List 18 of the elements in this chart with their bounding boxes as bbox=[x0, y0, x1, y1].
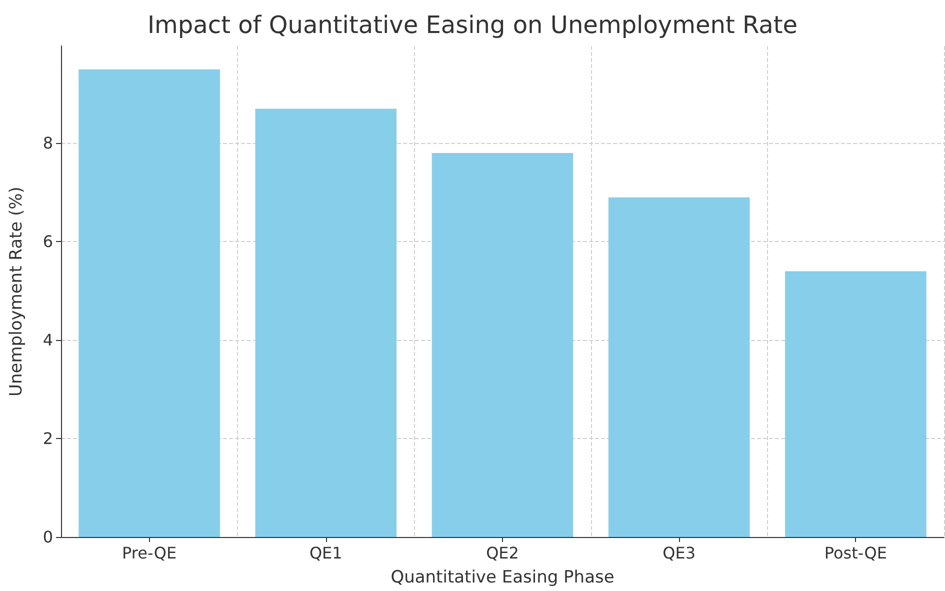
x-tick-label: QE3 bbox=[662, 544, 696, 562]
y-tick-label: 6 bbox=[42, 232, 53, 252]
y-tick-label: 2 bbox=[42, 429, 53, 448]
x-tick-label: Pre-QE bbox=[122, 544, 177, 562]
chart-title: Impact of Quantitative Easing on Unemployment Rate bbox=[147, 11, 798, 39]
bar bbox=[78, 69, 220, 537]
x-tick-label: QE2 bbox=[486, 544, 519, 562]
y-axis-title: Unemployment Rate (%) bbox=[6, 186, 26, 396]
y-tick-label: 8 bbox=[42, 134, 53, 153]
y-tick-label: 4 bbox=[42, 330, 53, 350]
x-axis-title: Quantitative Easing Phase bbox=[390, 568, 614, 588]
x-tick-label: QE1 bbox=[309, 544, 342, 562]
x-tick-label: Post-QE bbox=[824, 544, 887, 562]
bar bbox=[255, 108, 397, 537]
bar bbox=[608, 197, 750, 537]
bar bbox=[432, 153, 574, 537]
y-tick-label: 0 bbox=[42, 528, 53, 546]
bar bbox=[785, 271, 926, 537]
